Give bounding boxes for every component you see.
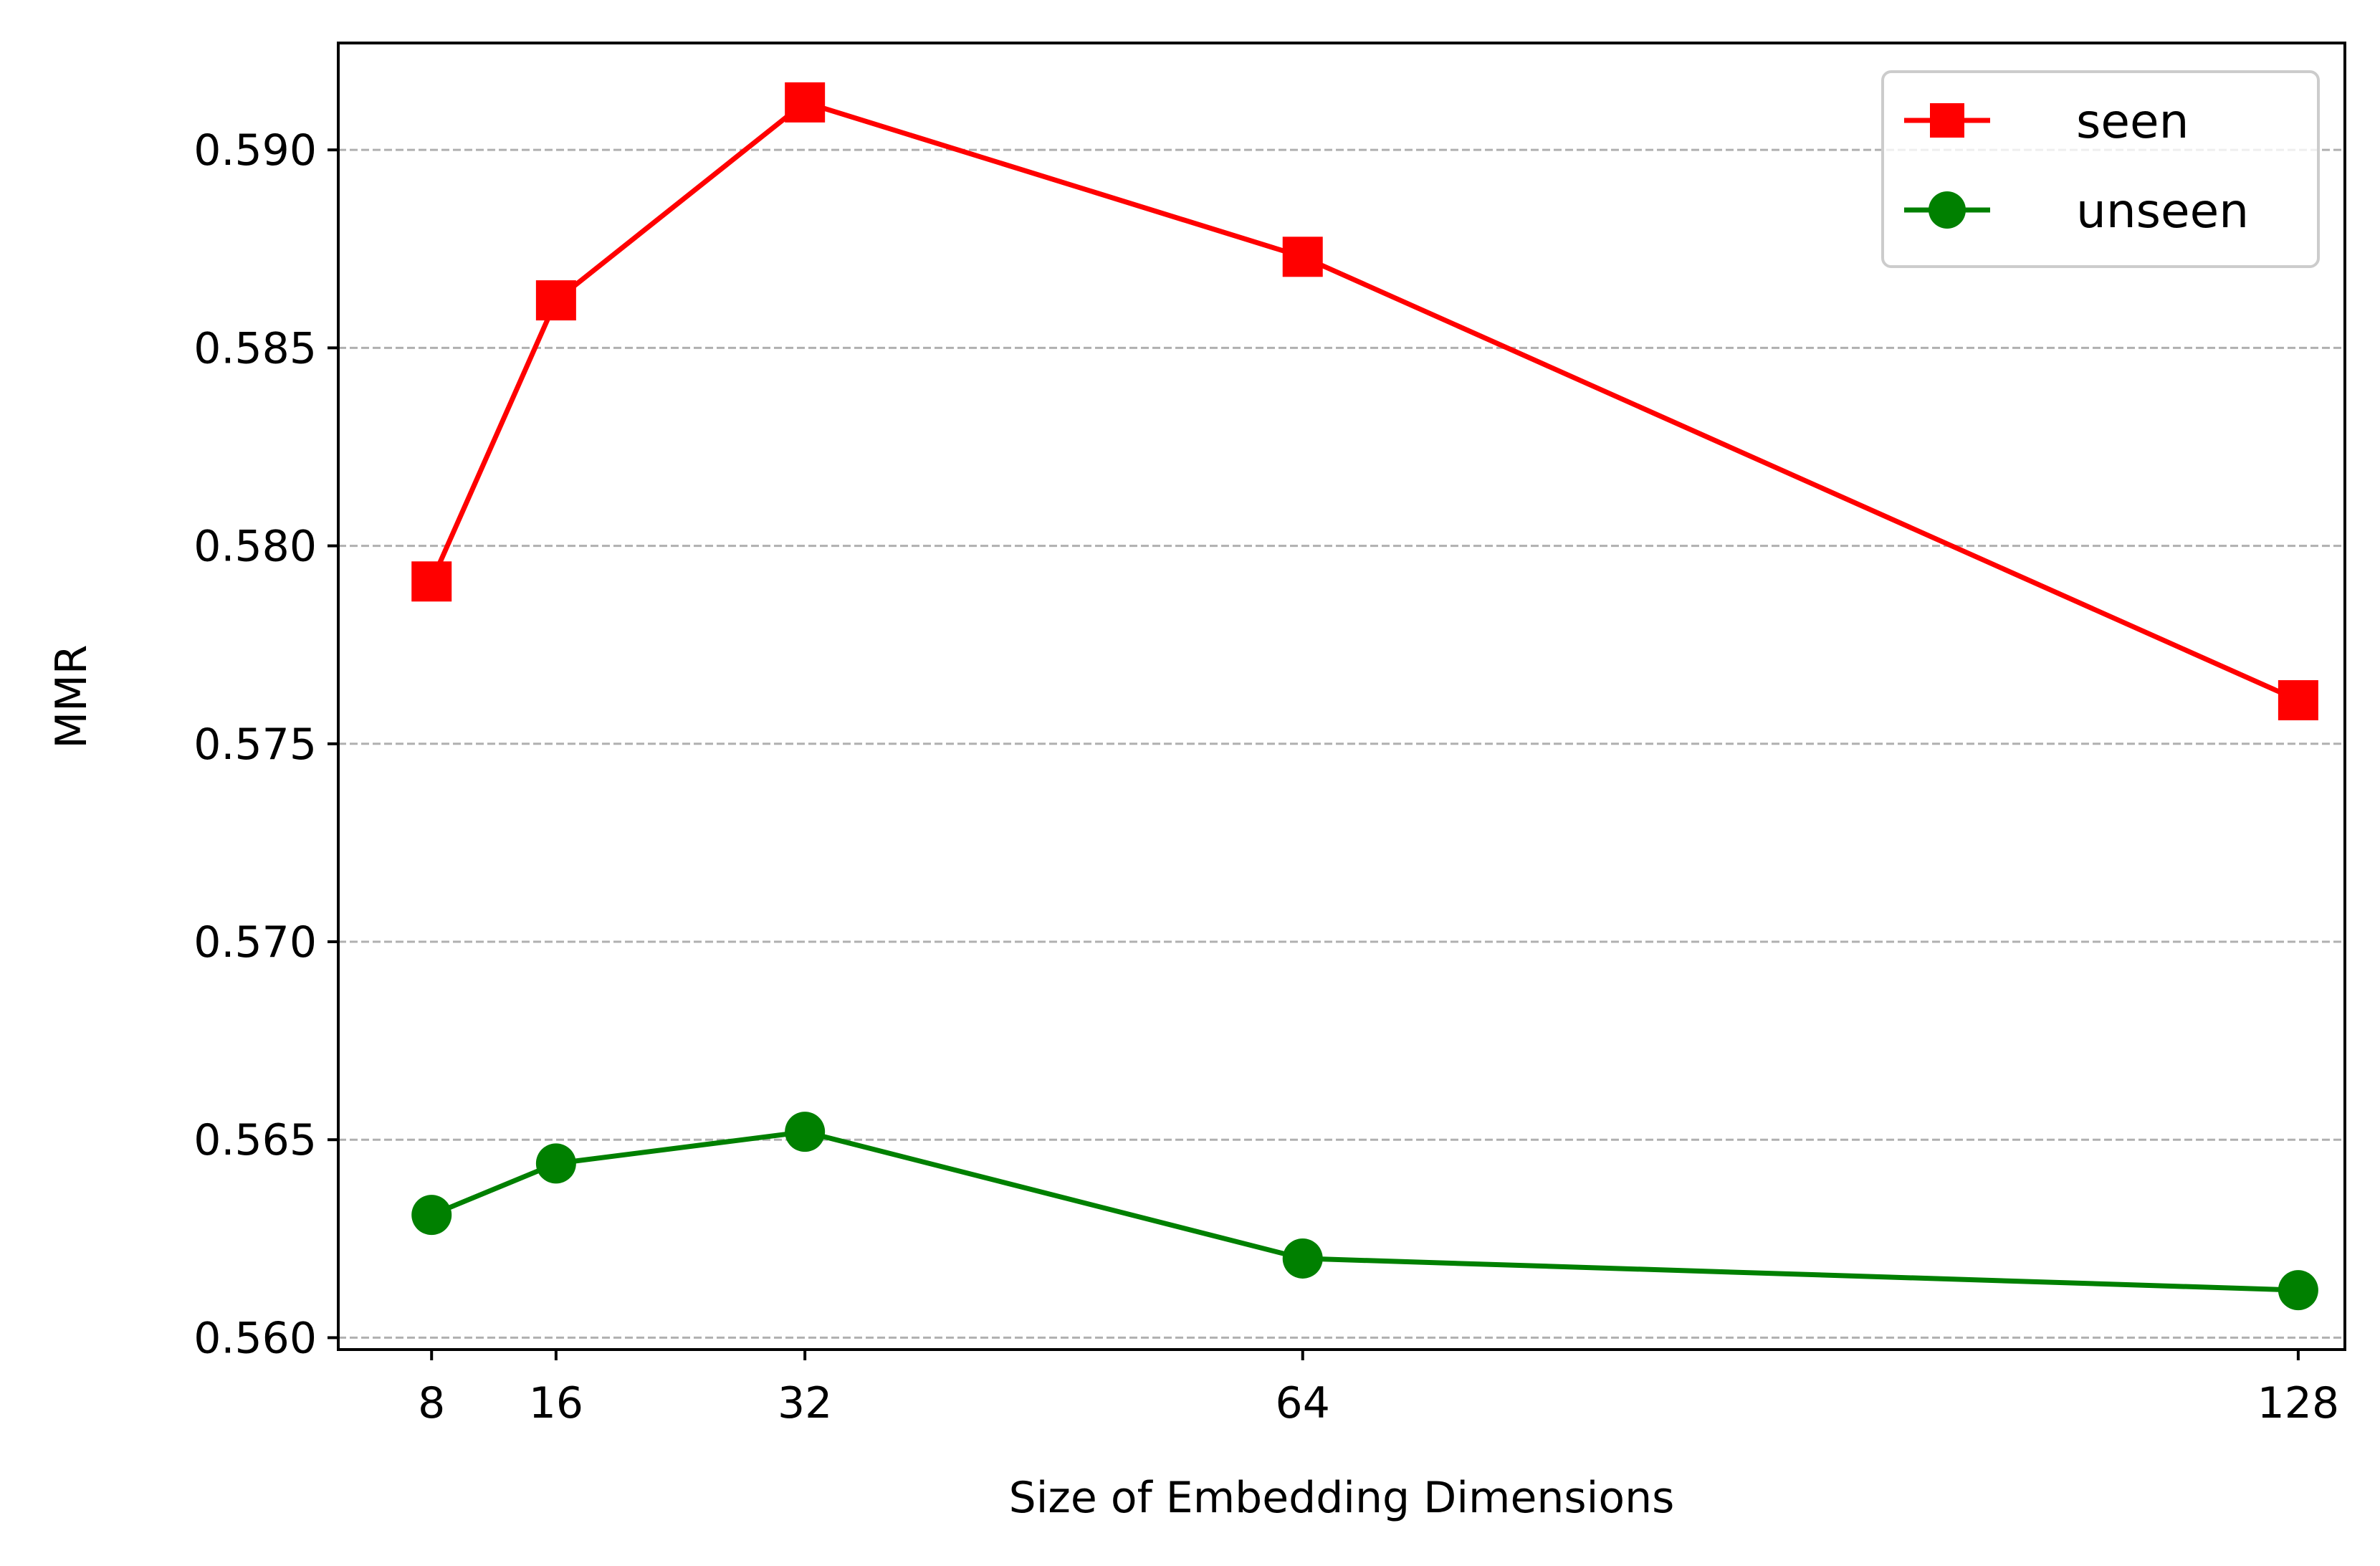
y-tick-label: 0.590 (193, 125, 317, 176)
x-tick-label: 128 (2257, 1378, 2340, 1428)
x-axis-label: Size of Embedding Dimensions (1009, 1473, 1675, 1523)
legend-seen-marker (1930, 103, 1964, 138)
data-point-unseen (1282, 1238, 1323, 1279)
y-axis-label: MMR (47, 644, 97, 748)
y-tick-label: 0.560 (193, 1313, 317, 1363)
data-point-unseen (2278, 1270, 2318, 1311)
series-seen (411, 82, 2318, 721)
data-point-unseen (535, 1143, 576, 1184)
x-tick-label: 64 (1276, 1378, 1330, 1428)
data-point-seen (1282, 237, 1323, 277)
data-point-seen (411, 561, 452, 602)
y-tick-label: 0.575 (193, 720, 317, 770)
x-axis: 8 16 32 64 128 (418, 1350, 2339, 1428)
data-point-seen (535, 280, 576, 321)
y-tick-label: 0.585 (193, 323, 317, 373)
series-layer (411, 82, 2318, 1311)
legend-unseen-marker (1929, 191, 1966, 229)
y-tick-label: 0.565 (193, 1115, 317, 1165)
legend-box (1881, 70, 2320, 268)
y-tick-label: 0.580 (193, 522, 317, 572)
x-tick-label: 8 (418, 1378, 445, 1428)
legend-unseen-label: unseen (2076, 183, 2249, 239)
legend: seen unseen (1881, 70, 2320, 268)
x-tick-label: 32 (778, 1378, 832, 1428)
data-point-seen (2278, 680, 2318, 721)
x-tick-label: 16 (529, 1378, 583, 1428)
data-point-unseen (411, 1195, 452, 1236)
legend-seen-label: seen (2076, 94, 2189, 149)
plot-frame (337, 42, 2346, 1351)
y-tick-label: 0.570 (193, 917, 317, 968)
grid-lines (338, 148, 2345, 1339)
data-point-seen (785, 82, 826, 123)
data-point-unseen (785, 1112, 826, 1152)
series-unseen (411, 1112, 2318, 1311)
y-axis: 0.560 0.565 0.570 0.575 0.580 0.585 0.590 (193, 125, 338, 1363)
